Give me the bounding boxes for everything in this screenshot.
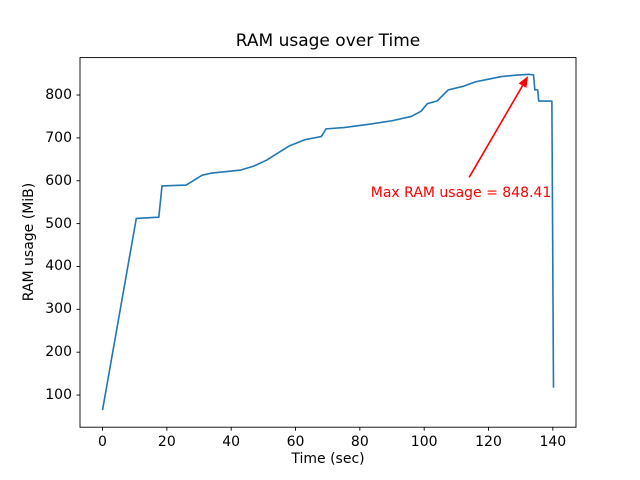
ram-usage-line bbox=[101, 73, 555, 411]
y-tick-label: 500 bbox=[45, 215, 72, 232]
max-ram-annotation-text: Max RAM usage = 848.41 bbox=[370, 185, 552, 202]
plot-border bbox=[79, 57, 577, 428]
y-tick-label: 300 bbox=[45, 301, 72, 318]
x-tick-label: 80 bbox=[350, 434, 369, 450]
y-tick-label: 200 bbox=[45, 344, 72, 361]
y-tick-label: 800 bbox=[45, 87, 72, 104]
x-axis-label: Time (sec) bbox=[291, 451, 365, 467]
x-tick-label: 0 bbox=[98, 434, 107, 450]
y-tick-label: 100 bbox=[45, 387, 72, 404]
annotation-arrow-head bbox=[518, 76, 529, 88]
y-tick-label: 400 bbox=[45, 258, 72, 275]
x-tick-label: 40 bbox=[222, 434, 241, 450]
y-axis-label: RAM usage (MiB) bbox=[21, 182, 37, 302]
y-tick-label: 700 bbox=[45, 129, 72, 146]
chart-title: RAM usage over Time bbox=[235, 31, 421, 51]
x-tick-label: 100 bbox=[410, 434, 438, 450]
x-tick-label: 140 bbox=[539, 434, 567, 450]
x-tick-label: 120 bbox=[475, 434, 502, 450]
x-tick-label: 60 bbox=[286, 434, 305, 450]
annotation-arrow-line bbox=[468, 85, 524, 178]
x-tick-label: 20 bbox=[157, 434, 176, 450]
y-tick-label: 600 bbox=[45, 172, 72, 189]
